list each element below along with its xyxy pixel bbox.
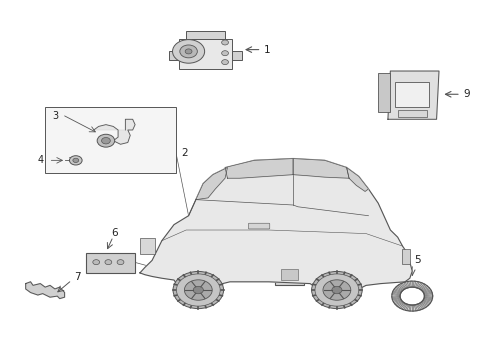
Circle shape: [185, 49, 192, 54]
FancyBboxPatch shape: [86, 253, 135, 273]
Circle shape: [93, 260, 100, 265]
Polygon shape: [411, 305, 413, 311]
FancyBboxPatch shape: [169, 51, 179, 60]
FancyBboxPatch shape: [394, 82, 428, 107]
Circle shape: [331, 286, 341, 294]
FancyBboxPatch shape: [275, 263, 303, 285]
Polygon shape: [408, 305, 410, 311]
Polygon shape: [413, 305, 417, 311]
Circle shape: [221, 40, 228, 45]
Polygon shape: [417, 283, 422, 288]
Polygon shape: [412, 281, 415, 287]
Polygon shape: [409, 281, 411, 287]
Polygon shape: [396, 302, 403, 307]
Circle shape: [322, 280, 350, 300]
Polygon shape: [391, 293, 400, 295]
FancyBboxPatch shape: [248, 223, 269, 229]
FancyBboxPatch shape: [397, 110, 426, 117]
Polygon shape: [391, 296, 399, 297]
FancyBboxPatch shape: [140, 238, 154, 254]
Circle shape: [73, 158, 79, 162]
Polygon shape: [392, 291, 400, 294]
FancyBboxPatch shape: [281, 269, 297, 280]
Polygon shape: [346, 167, 368, 192]
Polygon shape: [196, 167, 227, 200]
Polygon shape: [392, 299, 401, 302]
Polygon shape: [419, 302, 426, 307]
FancyBboxPatch shape: [232, 51, 242, 60]
Text: 2: 2: [181, 148, 187, 158]
Circle shape: [221, 51, 228, 56]
Polygon shape: [424, 297, 432, 299]
Circle shape: [117, 260, 123, 265]
Circle shape: [173, 271, 223, 309]
Polygon shape: [26, 282, 64, 298]
Text: 4: 4: [38, 156, 43, 165]
Polygon shape: [424, 295, 432, 296]
FancyBboxPatch shape: [186, 31, 224, 39]
Polygon shape: [423, 298, 431, 301]
Text: 5: 5: [414, 255, 421, 265]
Polygon shape: [421, 288, 429, 292]
FancyBboxPatch shape: [377, 73, 389, 112]
Polygon shape: [423, 292, 431, 294]
Polygon shape: [414, 282, 418, 288]
Polygon shape: [140, 158, 411, 295]
Polygon shape: [406, 281, 409, 288]
Polygon shape: [403, 282, 407, 288]
Polygon shape: [416, 304, 420, 310]
Circle shape: [172, 40, 204, 63]
Polygon shape: [398, 303, 405, 309]
Polygon shape: [401, 304, 407, 310]
Circle shape: [69, 156, 82, 165]
Circle shape: [102, 138, 110, 144]
Polygon shape: [94, 119, 135, 144]
Circle shape: [221, 60, 228, 64]
Polygon shape: [395, 287, 402, 291]
Text: 8: 8: [329, 264, 336, 274]
Text: 9: 9: [462, 89, 469, 99]
Circle shape: [311, 271, 362, 309]
FancyBboxPatch shape: [302, 268, 313, 279]
Polygon shape: [393, 289, 401, 292]
Circle shape: [193, 286, 203, 294]
Polygon shape: [405, 305, 408, 311]
Circle shape: [180, 45, 197, 58]
Circle shape: [97, 134, 115, 147]
Polygon shape: [423, 290, 430, 293]
Circle shape: [184, 280, 212, 300]
Circle shape: [399, 287, 424, 305]
Polygon shape: [421, 301, 428, 306]
Polygon shape: [292, 158, 348, 178]
FancyBboxPatch shape: [401, 249, 409, 264]
Polygon shape: [418, 284, 425, 289]
Polygon shape: [394, 301, 402, 305]
Polygon shape: [224, 158, 292, 178]
Circle shape: [105, 260, 112, 265]
Circle shape: [176, 274, 220, 306]
Polygon shape: [420, 285, 427, 291]
FancyBboxPatch shape: [179, 39, 232, 69]
Polygon shape: [391, 298, 400, 300]
Polygon shape: [400, 283, 406, 289]
Text: 3: 3: [52, 111, 59, 121]
Text: 6: 6: [111, 228, 118, 238]
Polygon shape: [387, 71, 438, 119]
Text: 1: 1: [264, 45, 270, 55]
Polygon shape: [417, 303, 423, 309]
Polygon shape: [422, 300, 430, 303]
Polygon shape: [397, 285, 404, 290]
FancyBboxPatch shape: [45, 107, 176, 173]
Circle shape: [314, 274, 358, 306]
Text: 7: 7: [74, 272, 81, 282]
